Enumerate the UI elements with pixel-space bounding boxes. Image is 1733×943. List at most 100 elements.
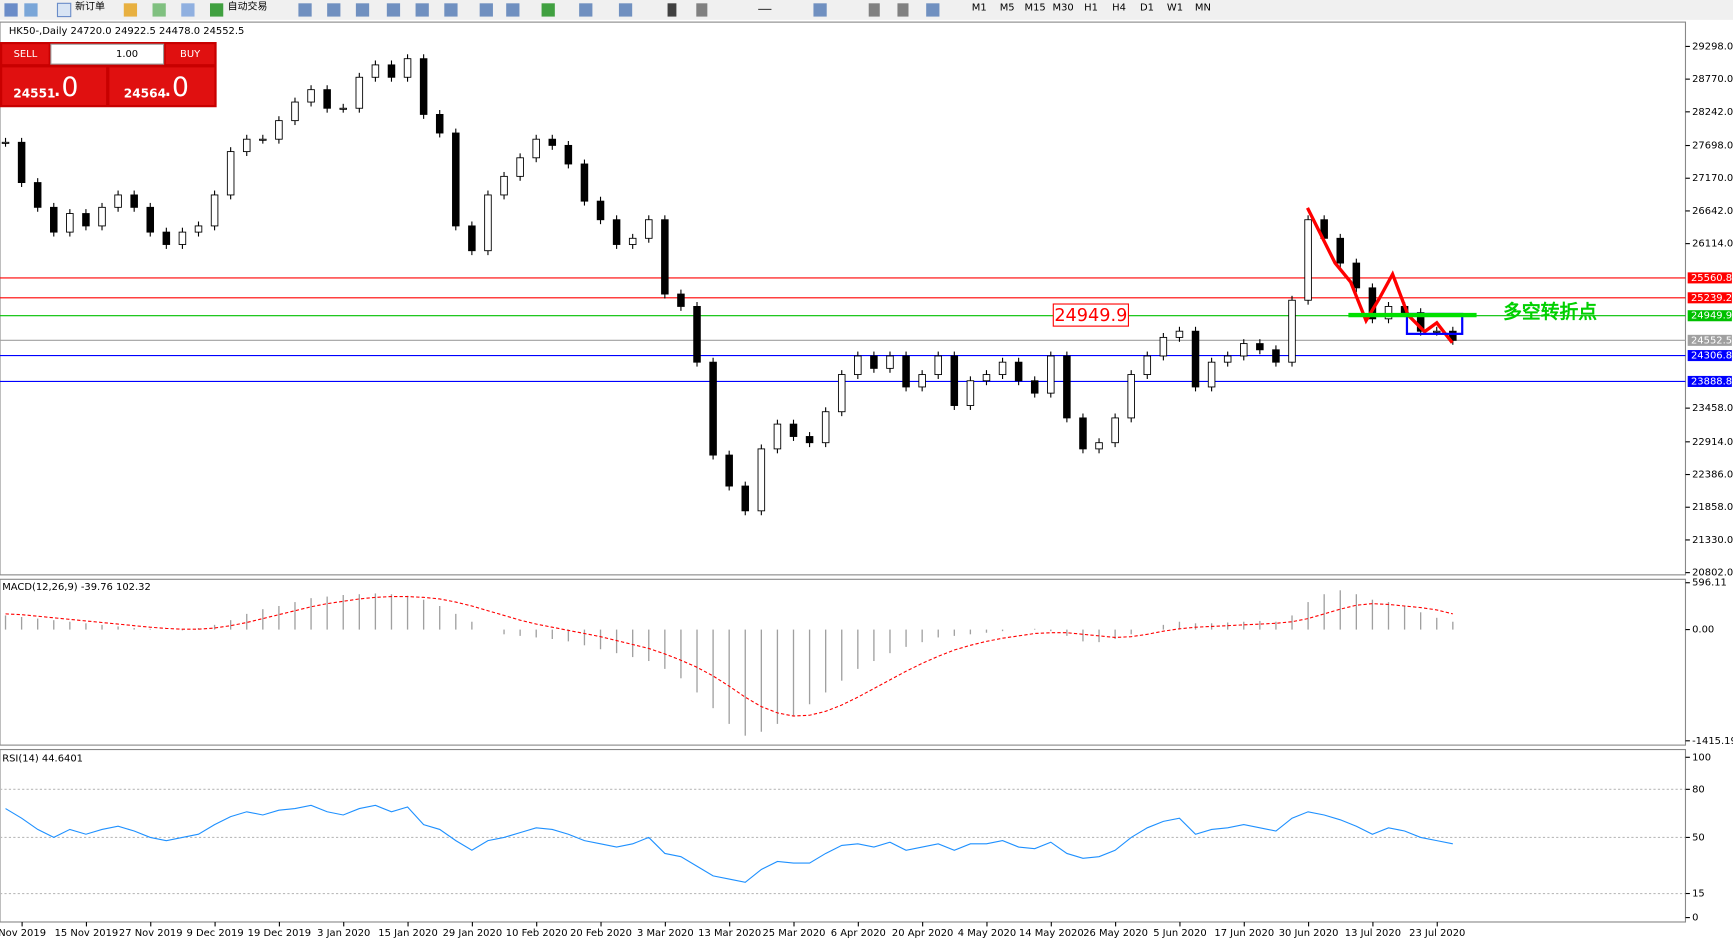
x-tick-label: 6 Apr 2020	[831, 928, 886, 939]
price-level-tag	[1687, 310, 1732, 322]
timeframe[interactable]: M30	[1053, 3, 1074, 14]
price-level-label: 24306.8	[1691, 351, 1732, 362]
x-tick-label: 13 Mar 2020	[698, 928, 761, 939]
sell-label[interactable]: SELL	[14, 49, 38, 60]
candle	[886, 355, 894, 369]
candle	[902, 355, 910, 388]
x-tick-label: 4 May 2020	[958, 928, 1016, 939]
candle	[564, 144, 573, 165]
candle	[998, 361, 1007, 376]
candle	[677, 293, 685, 307]
ask-frac[interactable]: .0	[164, 72, 189, 103]
new-order-icon[interactable]	[56, 2, 72, 18]
price-level-tag	[1687, 292, 1732, 304]
candle	[1047, 355, 1055, 394]
timeframe[interactable]: M5	[1000, 3, 1015, 14]
x-tick-label: 26 May 2020	[1083, 928, 1148, 939]
candle	[1191, 330, 1200, 388]
candle	[435, 113, 444, 134]
x-tick-label: 17 Jun 2020	[1214, 928, 1274, 939]
trade-panel: SELL 1.00 BUY 24551 .0 24564 .0	[0, 42, 217, 108]
y-tick-label: 26642.0	[1692, 206, 1733, 217]
x-tick-label: 9 Dec 2019	[186, 928, 243, 939]
candle	[1288, 299, 1296, 363]
x-tick-label: 29 Jan 2020	[443, 928, 503, 939]
candle	[741, 485, 750, 512]
drawings: 24949.9 多空转折点	[1052, 207, 1597, 344]
timeframe[interactable]: MN	[1195, 3, 1211, 14]
candle	[403, 58, 412, 78]
y-tick-label: 50	[1692, 832, 1705, 843]
candle	[226, 151, 235, 196]
x-tick-label: 20 Apr 2020	[892, 928, 953, 939]
toolbar-icon[interactable]	[24, 3, 38, 17]
x-tick-label: 15 Jan 2020	[378, 928, 438, 939]
bid-main[interactable]: 24551	[13, 86, 55, 100]
macd-title: MACD(12,26,9) -39.76 102.32	[2, 582, 151, 593]
price-level-label: 25239.2	[1691, 293, 1732, 304]
new-order[interactable]: 新订单	[75, 0, 105, 13]
candle	[194, 225, 203, 233]
lot-value[interactable]: 1.00	[116, 49, 138, 60]
buy-label[interactable]: BUY	[180, 49, 201, 60]
timeframe[interactable]: M15	[1025, 3, 1046, 14]
candle	[1223, 355, 1232, 363]
price-level-tag	[1687, 334, 1732, 346]
timeframe[interactable]: H1	[1084, 3, 1098, 14]
candle	[33, 182, 42, 208]
y-tick-label: 29298.0	[1692, 41, 1733, 52]
ask-main[interactable]: 24564	[124, 86, 166, 100]
candle	[1416, 312, 1425, 332]
timeframe[interactable]: M1	[972, 3, 987, 14]
toolbar-icons[interactable]	[298, 3, 940, 17]
price-level-tag	[1687, 375, 1732, 387]
macd-signal	[5, 596, 1453, 717]
y-tick-label: 22914.0	[1692, 437, 1733, 448]
candle	[1014, 361, 1023, 382]
candle	[452, 132, 460, 227]
auto-trading[interactable]: 自动交易	[228, 0, 268, 13]
candle	[628, 237, 637, 245]
lot-field[interactable]	[50, 43, 165, 65]
candle	[500, 175, 508, 196]
toolbar-icon[interactable]	[152, 3, 166, 17]
bid-box[interactable]	[2, 67, 107, 106]
toolbar-icon[interactable]	[181, 3, 195, 17]
candle	[1432, 330, 1441, 333]
x-tick-label: 13 Jul 2020	[1345, 928, 1401, 939]
buy-button[interactable]	[165, 44, 215, 65]
sell-button[interactable]	[2, 44, 49, 65]
auto-trading-icon[interactable]	[209, 3, 224, 17]
x-tick-label: 23 Jul 2020	[1409, 928, 1465, 939]
timeframe[interactable]: D1	[1140, 3, 1154, 14]
candle	[468, 225, 476, 252]
chart-title: HK50-,Daily 24720.0 24922.5 24478.0 2455…	[9, 26, 245, 37]
x-tick-label: 14 May 2020	[1019, 928, 1084, 939]
candle	[114, 194, 122, 208]
candle	[918, 374, 926, 388]
y-tick-label: 15	[1692, 889, 1705, 900]
toolbar-icon[interactable]	[123, 3, 138, 17]
ask-box[interactable]	[109, 67, 215, 106]
timeframe[interactable]: H4	[1112, 3, 1126, 14]
y-tick-label: 28242.0	[1692, 107, 1733, 118]
price-level-tag	[1687, 350, 1732, 362]
macd-panel	[0, 578, 1687, 746]
x-tick-label: 30 Jun 2020	[1279, 928, 1339, 939]
y-tick-label: 596.11	[1692, 578, 1727, 589]
candle	[757, 448, 766, 512]
candle	[1111, 417, 1119, 444]
candle	[17, 141, 26, 184]
bid-frac[interactable]: .0	[53, 72, 78, 103]
candle	[307, 89, 315, 103]
candle	[837, 374, 846, 413]
x-tick-label: 15 Nov 2019	[55, 928, 119, 939]
candle	[1272, 349, 1280, 363]
y-tick-label: 0.00	[1692, 625, 1714, 636]
toolbar-icon[interactable]	[4, 3, 18, 17]
timeframe[interactable]: W1	[1167, 3, 1183, 14]
candle	[966, 380, 975, 406]
y-tick-label: 20802.0	[1692, 568, 1733, 579]
candle	[1384, 305, 1393, 320]
